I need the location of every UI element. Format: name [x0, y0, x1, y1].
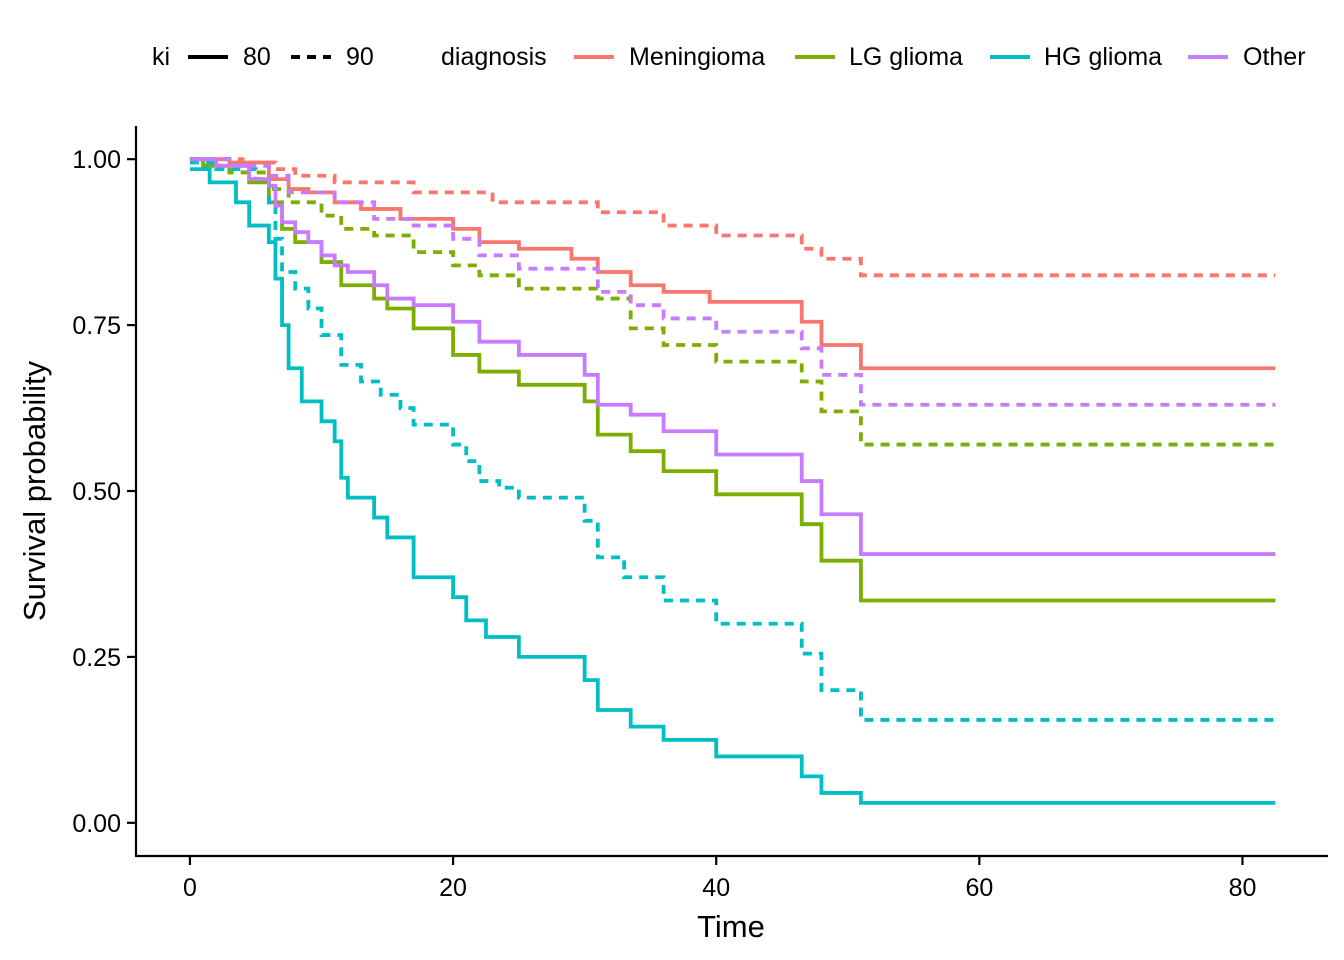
- legend-linetype-label-80: 80: [243, 43, 271, 71]
- legend-linetype-title: ki: [152, 43, 170, 71]
- legend-label-meningioma: Meningioma: [629, 43, 765, 71]
- curve-lg-glioma-ki-80: [189, 157, 1276, 603]
- curve-hg-glioma-ki-90: [189, 160, 1276, 722]
- curve-other-ki-90: [189, 157, 1276, 407]
- legend-label-hg-glioma: HG glioma: [1044, 43, 1162, 71]
- y-axis-title: Survival probability: [17, 360, 52, 621]
- legend-linetype-label-90: 90: [346, 43, 374, 71]
- x-tick-label: 60: [965, 874, 993, 902]
- y-tick-label: 1.00: [72, 146, 121, 174]
- x-tick-label: 20: [439, 874, 467, 902]
- curve-other-ki-80: [189, 157, 1276, 556]
- y-tick-label: 0.50: [72, 478, 121, 506]
- y-tick-label: 0.00: [72, 810, 121, 838]
- legend: ki 80 90 diagnosis Meningioma LG glioma …: [152, 43, 1306, 71]
- y-tick-label: 0.25: [72, 644, 121, 672]
- curve-lg-glioma-ki-90: [189, 157, 1276, 447]
- legend-color-title: diagnosis: [441, 43, 547, 71]
- curve-meningioma-ki-80: [189, 157, 1276, 371]
- curve-hg-glioma-ki-80: [189, 167, 1276, 805]
- legend-label-other: Other: [1243, 43, 1306, 71]
- x-tick-label: 40: [702, 874, 730, 902]
- y-tick-label: 0.75: [72, 312, 121, 340]
- x-tick-label: 80: [1229, 874, 1257, 902]
- survival-curves: [189, 157, 1276, 805]
- y-ticks: 0.00 0.25 0.50 0.75 1.00: [72, 146, 136, 838]
- x-axis-title: Time: [697, 909, 765, 944]
- x-ticks: 0 20 40 60 80: [183, 856, 1256, 902]
- legend-label-lg-glioma: LG glioma: [849, 43, 963, 71]
- curve-meningioma-ki-90: [189, 157, 1276, 278]
- x-tick-label: 0: [183, 874, 197, 902]
- axes: [134, 126, 1328, 858]
